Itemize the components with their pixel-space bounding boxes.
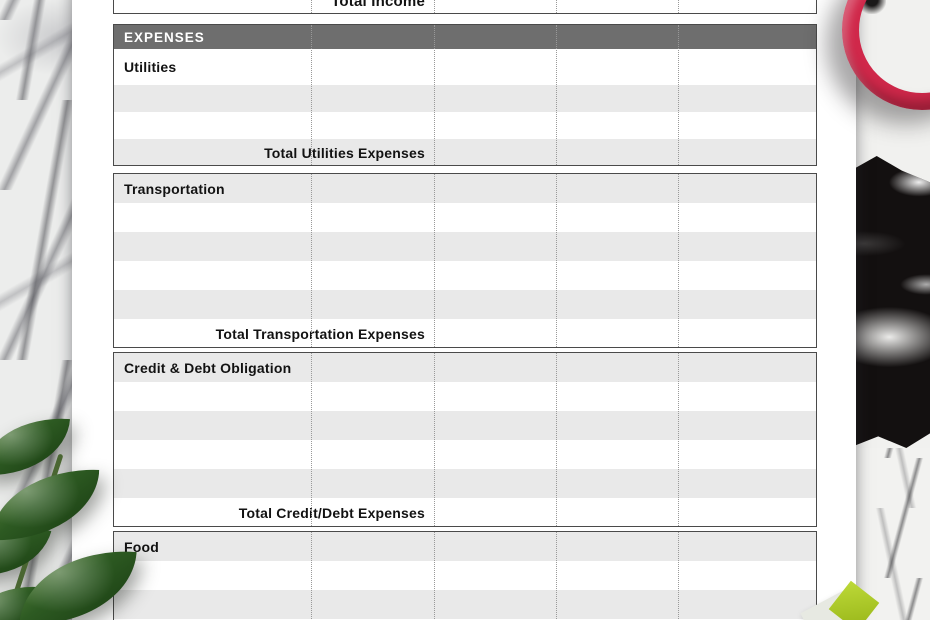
expenses-section-food: Food <box>113 531 817 620</box>
expenses-section-transportation: Transportation Total Transportation Expe… <box>113 173 817 348</box>
table-row: Total Income <box>114 0 816 13</box>
section-total-label: Total Utilities Expenses <box>264 145 425 161</box>
table-row <box>114 382 816 411</box>
column-divider <box>434 0 435 13</box>
section-total-label: Total Transportation Expenses <box>215 326 425 342</box>
column-divider <box>311 25 312 165</box>
column-divider <box>678 174 679 347</box>
column-divider <box>678 25 679 165</box>
table-row: Total Credit/Debt Expenses <box>114 498 816 526</box>
leaf <box>0 413 71 481</box>
table-row <box>114 85 816 112</box>
column-divider <box>311 532 312 620</box>
marble-veins <box>856 448 930 620</box>
dark-marble-band <box>856 156 930 448</box>
column-divider <box>678 532 679 620</box>
column-divider <box>434 532 435 620</box>
leaf <box>19 544 137 620</box>
table-row <box>114 261 816 290</box>
column-divider <box>311 174 312 347</box>
table-row <box>114 561 816 590</box>
column-divider <box>678 0 679 13</box>
column-divider <box>434 25 435 165</box>
expenses-section-utilities: EXPENSES Utilities Total Utilities Expen… <box>113 24 817 166</box>
budget-table-area: Total Income EXPENSES Utilities Total Ut… <box>113 0 817 620</box>
table-row: Utilities <box>114 49 816 85</box>
table-row <box>114 203 816 232</box>
plant-leaves-decoration <box>0 408 166 620</box>
column-divider <box>556 25 557 165</box>
table-row <box>114 290 816 319</box>
table-row: Transportation <box>114 174 816 203</box>
expenses-header-row: EXPENSES <box>114 25 816 49</box>
marble-background-right <box>856 0 930 620</box>
table-row <box>114 112 816 139</box>
column-divider <box>434 174 435 347</box>
table-row <box>114 469 816 498</box>
column-divider <box>556 174 557 347</box>
column-divider <box>556 532 557 620</box>
income-table-section: Total Income <box>113 0 817 14</box>
expenses-section-credit-debt: Credit & Debt Obligation Total Credit/De… <box>113 352 817 527</box>
column-divider <box>678 353 679 526</box>
section-title-label: Food <box>124 538 160 555</box>
expenses-header-label: EXPENSES <box>124 29 205 45</box>
table-row <box>114 411 816 440</box>
table-row: Food <box>114 532 816 561</box>
table-row <box>114 232 816 261</box>
section-total-label: Total Credit/Debt Expenses <box>238 505 425 521</box>
section-title-label: Transportation <box>124 180 225 197</box>
column-divider <box>311 0 312 13</box>
table-row: Total Utilities Expenses <box>114 139 816 165</box>
section-title-label: Credit & Debt Obligation <box>124 359 292 376</box>
section-title-label: Utilities <box>124 59 177 75</box>
column-divider <box>556 0 557 13</box>
total-income-label: Total Income <box>331 0 425 10</box>
column-divider <box>556 353 557 526</box>
paper-page: Total Income EXPENSES Utilities Total Ut… <box>72 0 856 620</box>
table-row: Total Transportation Expenses <box>114 319 816 347</box>
column-divider <box>434 353 435 526</box>
table-row <box>114 590 816 619</box>
column-divider <box>311 353 312 526</box>
table-row <box>114 440 816 469</box>
table-row: Credit & Debt Obligation <box>114 353 816 382</box>
